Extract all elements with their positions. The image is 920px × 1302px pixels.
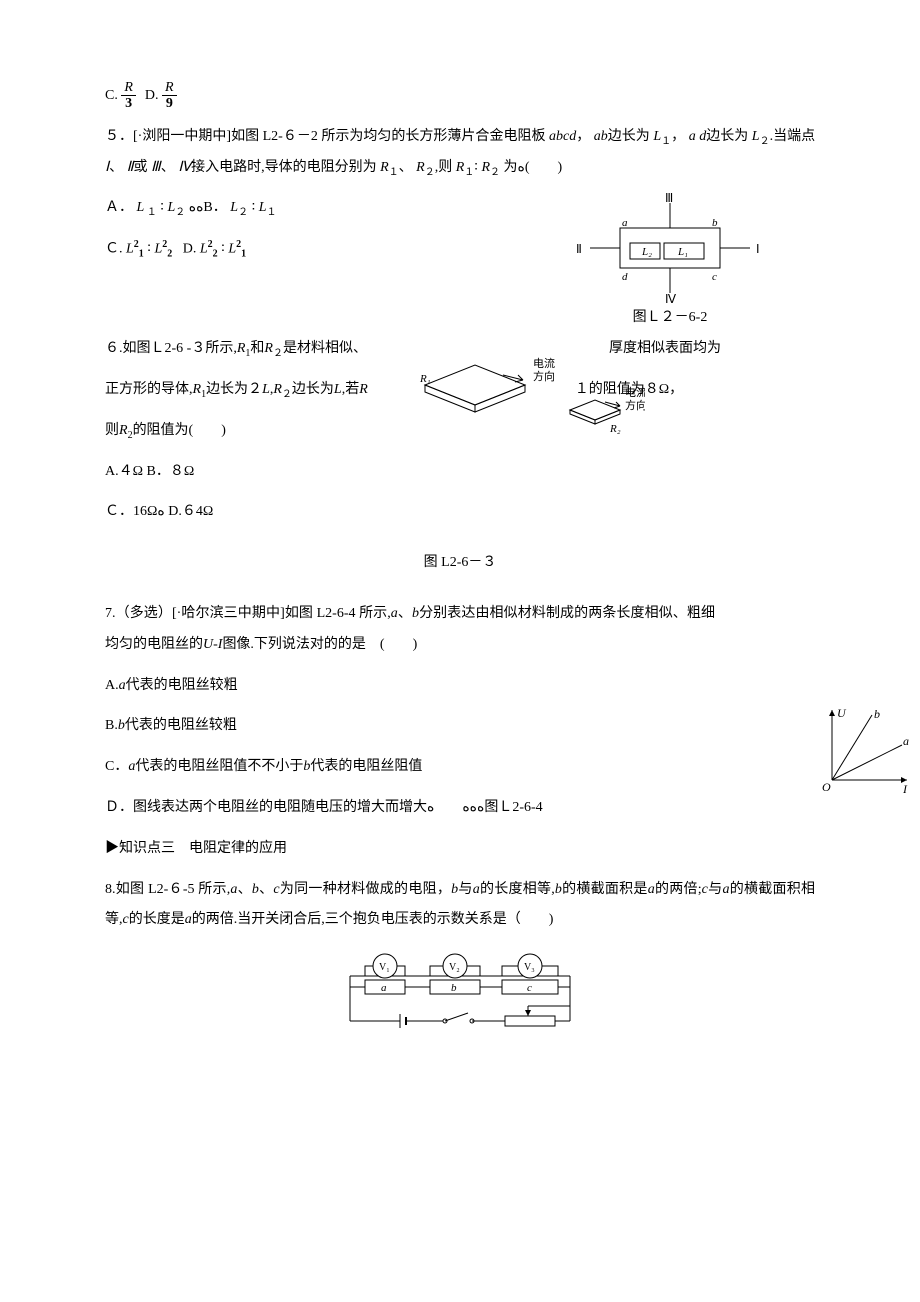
svg-text:Ⅱ: Ⅱ: [576, 242, 582, 256]
svg-text:O: O: [822, 780, 831, 794]
two-plates-diagram: R₁ 电流 方向 电流 方向 R₂: [415, 340, 645, 435]
svg-text:U: U: [837, 706, 847, 720]
q5-options-cd: Ｃ. L21 ∶ L22 D. L22 ∶ L21: [105, 234, 555, 265]
q6-block: R₁ 电流 方向 电流 方向 R₂ ６.如图Ｌ2-6 -３所示,R1和R２是材料…: [105, 334, 815, 528]
svg-text:L₂: L₂: [641, 246, 652, 258]
frac-c: R 3: [121, 80, 136, 112]
svg-text:a: a: [381, 982, 387, 994]
figure-l2-6-2: L₂ L₁ a b c d Ⅰ Ⅱ Ⅲ Ⅳ 图Ｌ２－6-2: [555, 193, 785, 334]
section-3-heading: ▶知识点三 电阻定律的应用: [105, 834, 815, 865]
q4-options-cd: C. R 3 D. R 9: [105, 80, 815, 112]
fig-label: 图Ｌ２－6-2: [633, 303, 708, 334]
svg-text:b: b: [712, 217, 718, 229]
circuit-diagram: V₁ V₂ V₃ a b c: [330, 946, 590, 1041]
svg-text:c: c: [712, 271, 717, 283]
q6-optC: Ｃ．16Ωﻩ D.６4Ω: [105, 497, 815, 528]
q7-optC: C．a代表的电阻丝阻值不不小于b代表的电阻丝阻值: [105, 752, 815, 783]
svg-text:L₁: L₁: [677, 246, 688, 258]
frac-d: R 9: [162, 80, 177, 112]
svg-text:方向: 方向: [625, 398, 645, 412]
svg-text:电流: 电流: [533, 356, 555, 370]
q7-optB: B.b代表的电阻丝较粗: [105, 711, 815, 742]
q7-body: 7.（多选）[·哈尔滨三中期中]如图 L2-6-4 所示,a、b分别表达由相似材…: [105, 599, 815, 661]
svg-text:I: I: [902, 782, 908, 795]
svg-text:a: a: [903, 734, 909, 748]
q7-optA: A.a代表的电阻丝较粗: [105, 671, 815, 702]
svg-text:V₃: V₃: [524, 962, 535, 973]
fig-l2-6-3-label: 图 L2-6－３: [105, 548, 815, 579]
svg-text:方向: 方向: [533, 369, 555, 383]
optC-label: C.: [105, 88, 118, 103]
svg-text:b: b: [874, 707, 880, 721]
svg-text:a: a: [622, 217, 628, 229]
q5-body: ５．[·浏阳一中期中]如图 L2-６－2 所示为均匀的长方形薄片合金电阻板 ab…: [105, 122, 815, 184]
rect-plate-diagram: L₂ L₁ a b c d Ⅰ Ⅱ Ⅲ Ⅳ: [570, 193, 770, 303]
svg-text:R₂: R₂: [609, 423, 621, 435]
svg-text:Ⅲ: Ⅲ: [665, 193, 673, 205]
svg-text:电流: 电流: [625, 385, 645, 399]
ui-graph: U I O b a: [817, 705, 912, 808]
svg-text:b: b: [451, 982, 457, 994]
svg-text:Ⅳ: Ⅳ: [665, 292, 676, 303]
svg-text:c: c: [527, 982, 532, 994]
svg-text:Ⅰ: Ⅰ: [756, 242, 760, 256]
q6-optA: A.４Ω B．８Ω: [105, 457, 815, 488]
svg-text:V₂: V₂: [449, 962, 460, 973]
svg-text:d: d: [622, 271, 628, 283]
optD-label: D.: [145, 88, 159, 103]
svg-text:V₁: V₁: [379, 962, 390, 973]
q8-body: 8.如图 L2-６-5 所示,a、b、c为同一种材料做成的电阻，b与a的长度相等…: [105, 875, 815, 937]
svg-text:R₁: R₁: [419, 373, 431, 385]
q7-optD: Ｄ．图线表达两个电阻丝的电阻随电压的增大而增大ﻩﻩﻩ ﻩ图Ｌ2-6-4: [105, 793, 815, 824]
q5-options-ab: Ａ． L １ ∶ L２ ﻩﻩB． L２ ∶ L１: [105, 193, 555, 224]
